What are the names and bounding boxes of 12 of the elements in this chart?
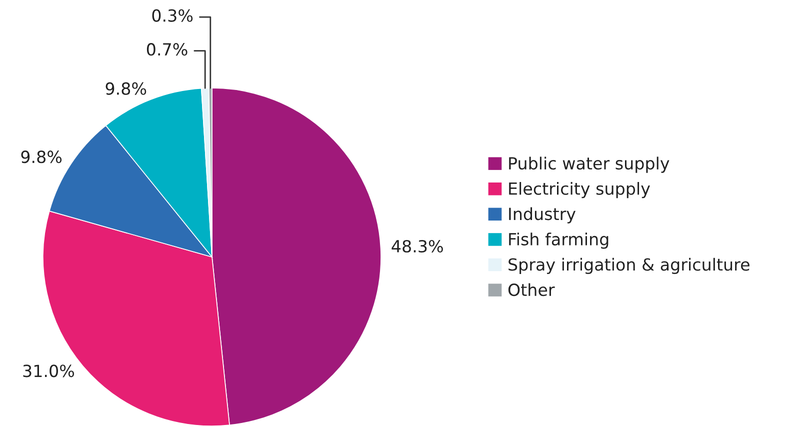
- legend-label: Electricity supply: [509, 182, 650, 198]
- legend-label: Other: [508, 283, 555, 296]
- data-label: 0.7%: [146, 43, 188, 56]
- legend-label: Industry: [509, 207, 576, 224]
- data-label: 31.0%: [23, 364, 74, 378]
- data-label: 9.8%: [21, 150, 62, 164]
- data-label: 9.8%: [106, 82, 146, 95]
- legend-label: Public water supply: [509, 156, 670, 173]
- data-label: 0.3%: [152, 9, 193, 22]
- legend-label: Spray irrigation & agriculture: [508, 258, 750, 274]
- legend-label: Fish farming: [509, 232, 608, 249]
- data-label: 48.3%: [392, 240, 443, 253]
